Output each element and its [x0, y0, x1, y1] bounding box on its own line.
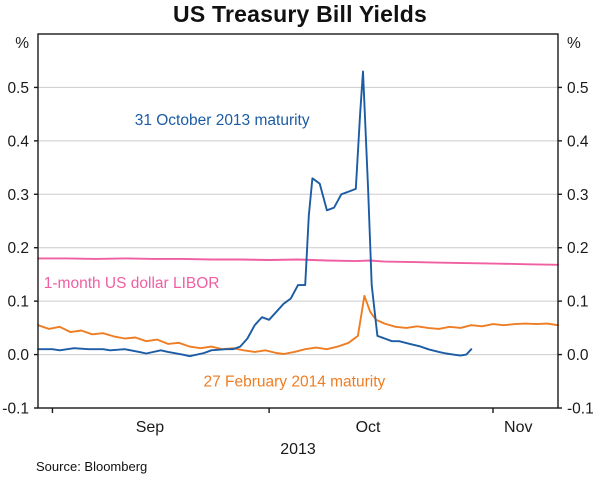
y-tick-label-left: 0.5 [7, 80, 29, 97]
y-tick-label-left: -0.1 [2, 401, 29, 418]
y-tick-label-right: 0.0 [567, 347, 589, 364]
series-line-1-month-us-dollar-libor [37, 257, 559, 266]
y-tick-label-left: 0.2 [7, 240, 29, 257]
y-tick-label-right: 0.3 [567, 187, 589, 204]
chart-annotation: 1-month US dollar LIBOR [44, 275, 220, 292]
series-line-31-october-2013-maturity [37, 70, 473, 358]
y-axis-unit-right: % [567, 35, 581, 52]
y-tick-label-right: 0.5 [567, 80, 589, 97]
y-tick-label-left: 0.0 [7, 347, 29, 364]
series-line-27-february-2014-maturity [37, 294, 559, 355]
plot-frame [37, 33, 559, 409]
y-tick-label-left: 0.4 [7, 133, 29, 150]
chart-annotation: 31 October 2013 maturity [135, 112, 310, 129]
y-axis-unit-left: % [15, 35, 29, 52]
y-tick-label-left: 0.3 [7, 187, 29, 204]
source-note: Source: Bloomberg [36, 459, 148, 474]
x-axis-year-label: 2013 [280, 441, 316, 458]
y-tick-label-right: -0.1 [567, 401, 594, 418]
x-tick-label: Nov [504, 419, 532, 436]
y-tick-label-left: 0.1 [7, 294, 29, 311]
x-tick-label: Sep [136, 419, 165, 436]
chart-title: US Treasury Bill Yields [173, 1, 427, 27]
x-tick-label: Oct [356, 419, 381, 436]
y-tick-label-right: 0.1 [567, 294, 589, 311]
y-tick-label-right: 0.2 [567, 240, 589, 257]
y-tick-label-right: 0.4 [567, 133, 589, 150]
chart-annotation: 27 February 2014 maturity [203, 374, 385, 391]
